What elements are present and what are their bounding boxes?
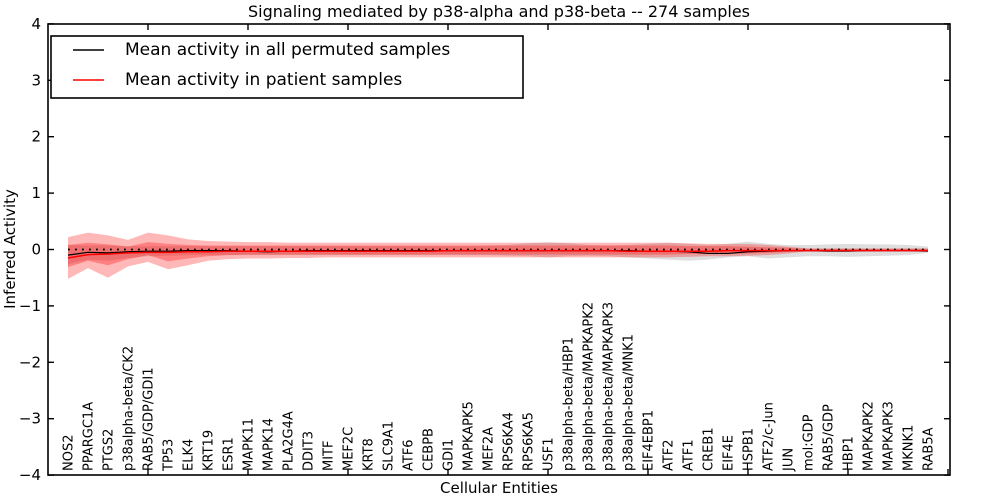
band-patient-samples-spread-inner [68,242,928,267]
y-tick-label: 2 [31,128,41,146]
x-category-label: p38alpha-beta/CK2 [122,346,137,471]
x-axis-label: Cellular Entities [440,479,558,497]
x-category-label: MAPK14 [262,418,277,471]
x-category-label: MEF2A [482,427,497,471]
x-category-label: p38alpha-beta/MNK1 [622,334,637,471]
x-category-label: SLC9A1 [382,421,397,471]
chart-title: Signaling mediated by p38-alpha and p38-… [248,2,750,21]
legend-border [50,35,524,99]
y-tick-labels-layer: −4 −3 −2 −1 0 1 2 3 4 [19,15,41,484]
x-category-label: mol:GDP [802,414,817,471]
x-category-label: MITF [322,441,337,471]
x-category-label: NOS2 [62,435,77,471]
x-category-label: MEF2C [342,427,357,471]
x-category-label: PPARGC1A [82,402,97,471]
legend-label-permuted-samples: Mean activity in all permuted samples [125,40,450,60]
y-tick-label: −1 [19,297,41,315]
x-category-label: RAB5/GDP [822,404,837,471]
x-category-label: DDIT3 [302,431,317,471]
x-category-label: ESR1 [222,437,237,471]
x-category-label: HSPB1 [742,428,757,471]
y-tick-label: 0 [31,241,41,259]
x-category-label: p38alpha-beta/HBP1 [562,337,577,471]
x-category-label: EIF4EBP1 [642,410,657,471]
x-category-label: ELK4 [182,439,197,471]
x-category-label: ATF2 [662,439,677,471]
x-category-label: CEBPB [422,428,437,471]
legend: Mean activity in all permuted samples Me… [50,35,524,99]
mean-lines-layer [67,249,929,259]
x-category-label: PLA2G4A [282,411,297,471]
y-tick-label: 1 [31,184,41,202]
x-category-label: p38alpha-beta/MAPKAPK3 [602,302,617,471]
x-category-label: RPS6KA4 [502,412,517,471]
legend-label-patient-samples: Mean activity in patient samples [125,70,402,90]
x-category-label: RAB5A [922,427,937,471]
x-category-label: RPS6KA5 [522,412,537,471]
x-category-label: PTGS2 [102,429,117,471]
x-category-label: RAB5/GDP/GDI1 [142,368,157,471]
x-category-label: CREB1 [702,427,717,471]
x-category-label: MAPK11 [242,418,257,471]
x-category-label: ATF6 [402,439,417,471]
x-category-labels-layer: NOS2 PPARGC1A PTGS2 p38alpha-beta/CK2 RAB5/G… [62,302,937,472]
std-bands-layer [68,232,928,279]
x-category-label: MKNK1 [902,425,917,471]
x-category-label: JUN [782,448,797,472]
x-category-label: HBP1 [842,436,857,471]
series-line-patient [67,249,928,259]
x-category-label: p38alpha-beta/MAPKAPK2 [582,302,597,471]
x-category-label: EIF4E [722,435,737,471]
y-tick-label: −3 [19,410,41,428]
y-tick-label: 4 [31,15,41,33]
x-category-label: ATF1 [682,439,697,471]
x-category-label: KRT19 [202,430,217,471]
y-tick-label: 3 [31,71,41,89]
x-category-label: KRT8 [362,438,377,471]
axis-ticks-layer [48,23,950,476]
y-tick-label: −2 [19,353,41,371]
x-category-label: MAPKAPK2 [862,401,877,471]
x-category-label: TP53 [162,439,177,472]
x-category-label: ATF2/c-Jun [762,402,777,471]
y-axis-label: Inferred Activity [1,189,19,309]
x-category-label: MAPKAPK5 [462,401,477,471]
y-tick-label: −4 [19,466,41,484]
band-permuted-samples-spread [68,241,928,265]
x-category-label: GDI1 [442,439,457,471]
band-patient-samples-spread-outer [68,232,928,279]
x-category-label: MAPKAPK3 [882,401,897,471]
x-category-label: USF1 [542,437,557,471]
